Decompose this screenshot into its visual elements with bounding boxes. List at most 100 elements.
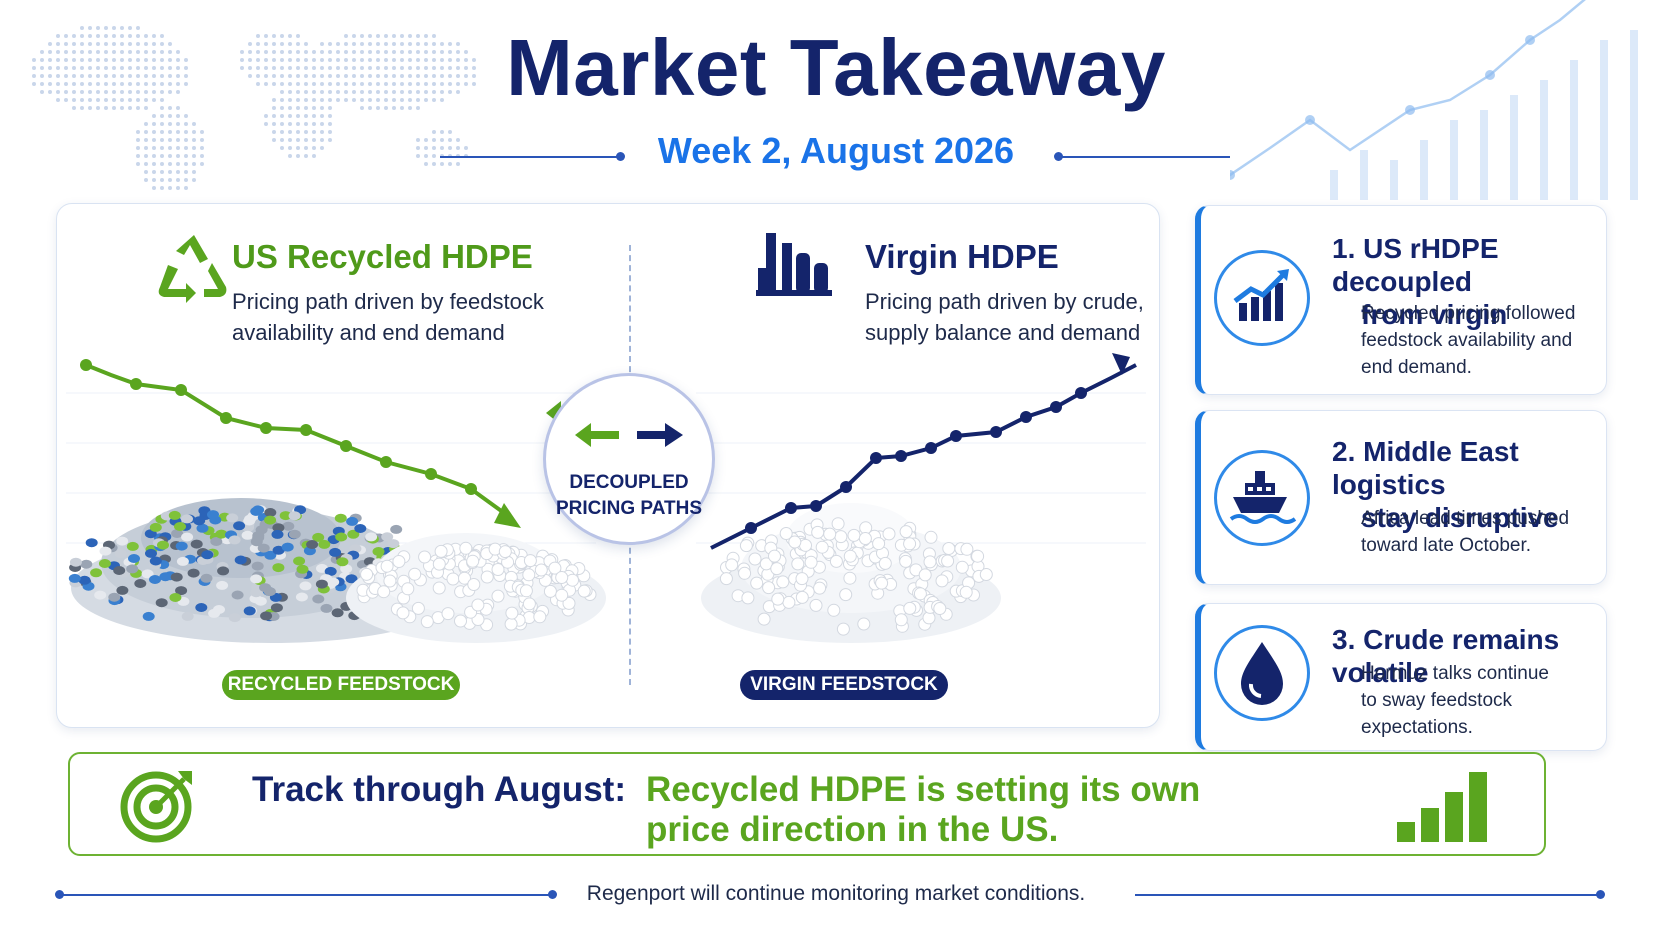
world-map-dot (344, 50, 348, 54)
recycled-pellet (241, 530, 254, 540)
virgin-section-title: Virgin HDPE (865, 238, 1059, 275)
recycled-pellet (174, 522, 186, 531)
world-map-dot (272, 138, 276, 142)
white-pellet (377, 585, 391, 599)
world-map-dot (128, 26, 132, 30)
world-map-dot (176, 122, 180, 126)
world-map-dot (112, 74, 116, 78)
world-map-dot (176, 186, 180, 190)
card-2-text: Africa lead times pushed toward late Oct… (1361, 505, 1591, 559)
white-pellet (913, 587, 927, 601)
world-map-dot (248, 50, 252, 54)
world-map-dot (144, 146, 148, 150)
recycled-pellet (142, 611, 155, 621)
world-map-dot (328, 98, 332, 102)
world-map-dot (440, 66, 444, 70)
world-map-dot (296, 58, 300, 62)
world-map-dot (312, 50, 316, 54)
card-3-text-line3: expectations. (1361, 717, 1473, 738)
world-map-dot (448, 130, 452, 134)
world-map-dot (160, 42, 164, 46)
world-map-dot (416, 42, 420, 46)
recycled-pellet (331, 608, 344, 618)
world-map-dot (336, 98, 340, 102)
world-map-dot (312, 74, 316, 78)
world-map-dot (432, 42, 436, 46)
world-map-dot (280, 34, 284, 38)
white-pellet (411, 601, 425, 615)
world-map-dot (440, 82, 444, 86)
recycled-pellet (231, 590, 244, 600)
world-map-dot (72, 42, 76, 46)
world-map-dot (464, 82, 468, 86)
world-map-dot (104, 106, 108, 110)
world-map-dot (336, 42, 340, 46)
world-map-dot (40, 90, 44, 94)
world-map-dot (72, 90, 76, 94)
world-map-dot (392, 74, 396, 78)
world-map-dot (120, 42, 124, 46)
world-map-dot (112, 106, 116, 110)
white-pellet (577, 584, 591, 598)
white-pellet (815, 540, 829, 554)
world-map-dot (296, 138, 300, 142)
world-map-dot (424, 90, 428, 94)
world-map-dot (160, 170, 164, 174)
white-pellet (446, 572, 460, 586)
world-map-dot (64, 66, 68, 70)
white-pellet (491, 589, 505, 603)
world-map-dot (408, 98, 412, 102)
world-map-dot (104, 26, 108, 30)
white-pellet (555, 588, 569, 602)
world-map-dot (160, 74, 164, 78)
world-map-dot (392, 82, 396, 86)
world-map-dot (360, 66, 364, 70)
world-map-dot (416, 58, 420, 62)
recycled-pellet (346, 516, 359, 526)
world-map-dot (344, 66, 348, 70)
card-3-title-line1: 3. Crude remains volatile (1332, 624, 1560, 688)
recycle-icon (158, 235, 227, 303)
world-map-dot (128, 66, 132, 70)
world-map-dot (392, 34, 396, 38)
world-map-dot (360, 106, 364, 110)
world-map-dot (64, 58, 68, 62)
target-icon (120, 771, 192, 843)
footer-rule-right-dot (1596, 890, 1605, 899)
world-map-dot (64, 50, 68, 54)
world-map-dot (256, 34, 260, 38)
recycled-pellet (272, 545, 285, 555)
recycled-pellet (196, 523, 209, 533)
white-pellet (504, 617, 518, 631)
world-map-dot (192, 130, 196, 134)
world-map-dot (424, 82, 428, 86)
world-map-dot (264, 114, 268, 118)
world-map-dot (424, 146, 428, 150)
recycled-pellet (233, 521, 246, 531)
world-map-dot (160, 66, 164, 70)
card-3-text: Hormuz talks continue to sway feedstock … (1361, 660, 1591, 741)
world-map-dot (152, 66, 156, 70)
world-map-dot (328, 58, 332, 62)
white-pellet (533, 610, 547, 624)
world-map-dot (112, 50, 116, 54)
world-map-dot (432, 82, 436, 86)
world-map-dot (280, 50, 284, 54)
recycled-pellet (296, 564, 309, 574)
world-map-dot (256, 50, 260, 54)
recycled-pellet (141, 569, 154, 579)
world-map-dot (136, 146, 140, 150)
world-map-dot (288, 138, 292, 142)
white-pellet (923, 555, 937, 569)
white-pellet (505, 606, 519, 620)
world-map-dot (312, 58, 316, 62)
world-map-dot (408, 82, 412, 86)
world-map-dot (416, 82, 420, 86)
world-map-dot (304, 50, 308, 54)
white-pellet (823, 527, 837, 541)
recycled-pellet (168, 510, 181, 520)
world-map-dot (104, 98, 108, 102)
world-map-dot (432, 66, 436, 70)
world-map-dot (136, 138, 140, 142)
world-map-dot (464, 50, 468, 54)
